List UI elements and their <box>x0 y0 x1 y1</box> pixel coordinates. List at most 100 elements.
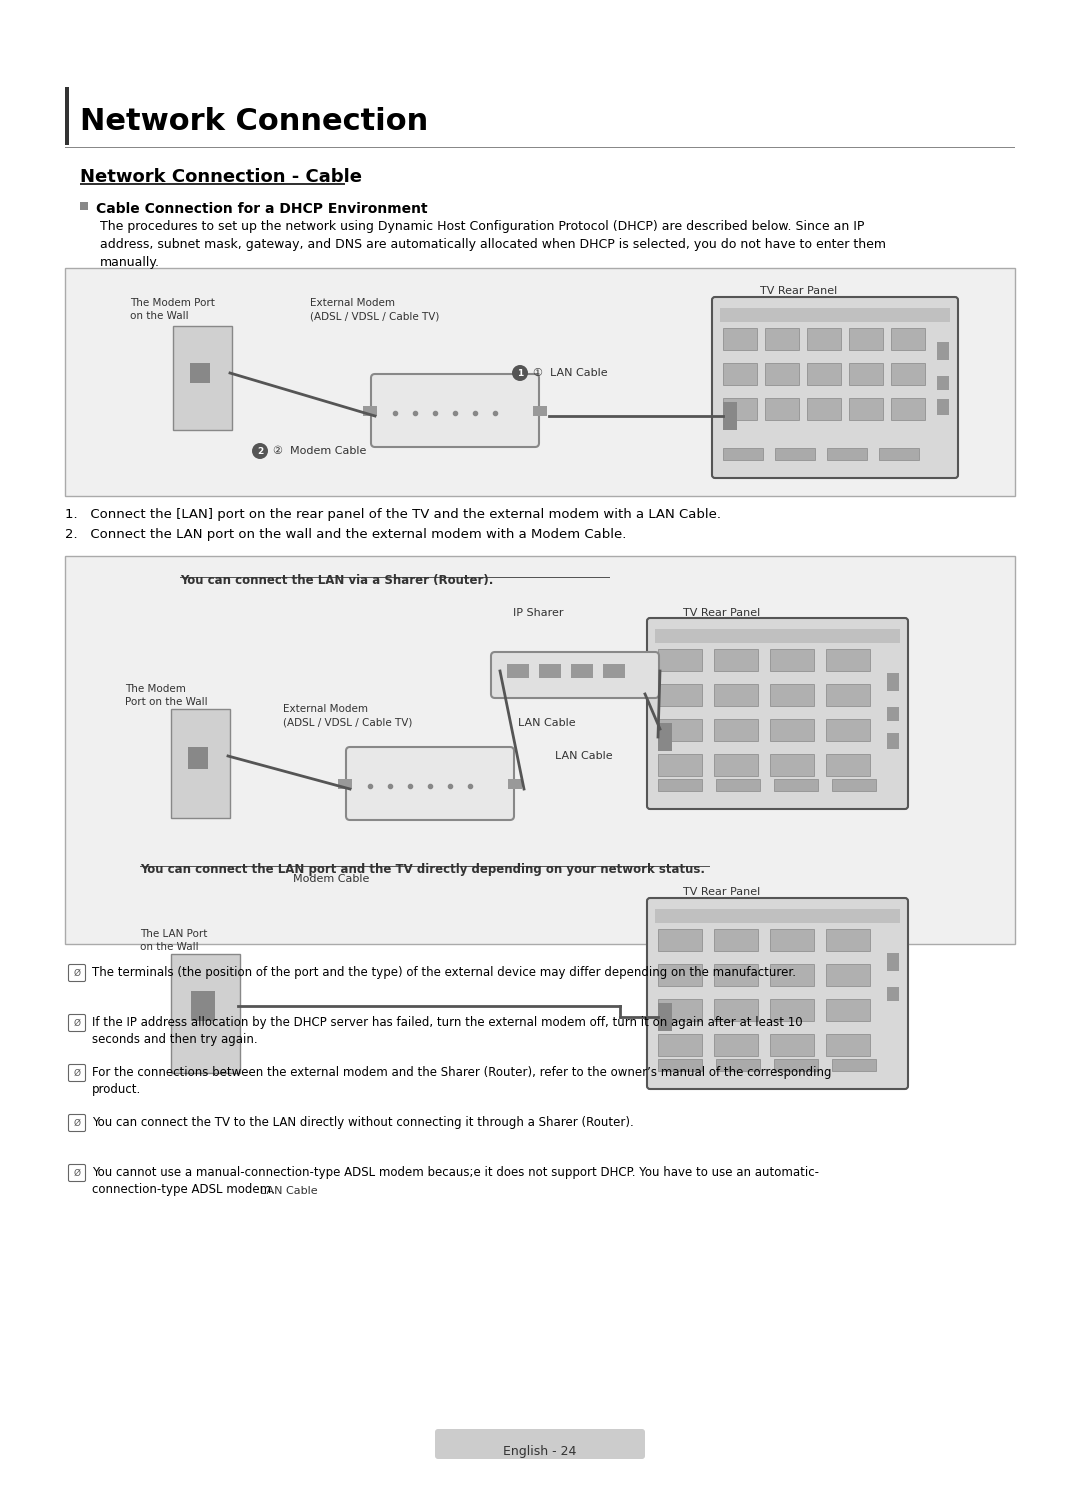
Bar <box>887 952 899 972</box>
Bar <box>658 1059 702 1071</box>
Text: You cannot use a manual-connection-type ADSL modem becaus;e it does not support : You cannot use a manual-connection-type … <box>92 1167 819 1196</box>
Text: For the connections between the external modem and the Sharer (Router), refer to: For the connections between the external… <box>92 1065 832 1097</box>
Text: Ø: Ø <box>73 1119 81 1128</box>
Bar <box>774 780 818 792</box>
Bar <box>658 649 702 671</box>
Text: The Modem Port
on the Wall: The Modem Port on the Wall <box>130 298 215 321</box>
Bar <box>887 987 899 1001</box>
Bar <box>534 406 546 417</box>
Text: Ø: Ø <box>73 1168 81 1177</box>
Bar <box>807 327 841 350</box>
Bar <box>338 780 352 789</box>
Text: 2.   Connect the LAN port on the wall and the external modem with a Modem Cable.: 2. Connect the LAN port on the wall and … <box>65 528 626 542</box>
Bar <box>191 991 215 1021</box>
Bar <box>774 1059 818 1071</box>
Bar <box>603 664 625 679</box>
Bar <box>714 1034 758 1056</box>
FancyBboxPatch shape <box>346 747 514 820</box>
Bar <box>765 363 799 385</box>
Bar <box>658 1003 672 1031</box>
FancyBboxPatch shape <box>171 708 230 818</box>
Text: The LAN Port
on the Wall: The LAN Port on the Wall <box>140 929 207 952</box>
Bar <box>714 929 758 951</box>
Bar <box>716 780 760 792</box>
Text: Ø: Ø <box>73 1018 81 1028</box>
FancyBboxPatch shape <box>712 298 958 478</box>
Bar <box>770 754 814 777</box>
Bar <box>765 327 799 350</box>
Bar <box>658 719 702 741</box>
Bar <box>879 448 919 460</box>
Bar <box>937 399 949 415</box>
Bar <box>807 397 841 420</box>
Text: Ø: Ø <box>73 969 81 978</box>
Text: You can connect the LAN port and the TV directly depending on your network statu: You can connect the LAN port and the TV … <box>140 863 705 876</box>
Bar <box>887 734 899 748</box>
FancyBboxPatch shape <box>647 618 908 809</box>
Text: LAN Cable: LAN Cable <box>518 719 576 728</box>
Bar <box>826 929 870 951</box>
FancyBboxPatch shape <box>68 1064 85 1082</box>
Bar <box>714 998 758 1021</box>
Text: TV Rear Panel: TV Rear Panel <box>760 286 837 296</box>
Text: External Modem
(ADSL / VDSL / Cable TV): External Modem (ADSL / VDSL / Cable TV) <box>310 298 440 321</box>
Bar <box>658 1034 702 1056</box>
Bar <box>716 1059 760 1071</box>
Bar <box>826 684 870 705</box>
Bar <box>190 363 210 382</box>
Bar <box>714 754 758 777</box>
Bar <box>723 397 757 420</box>
Bar <box>849 397 883 420</box>
FancyBboxPatch shape <box>173 326 232 430</box>
Bar <box>770 649 814 671</box>
Text: 1: 1 <box>517 369 523 378</box>
Text: You can connect the TV to the LAN directly without connecting it through a Share: You can connect the TV to the LAN direct… <box>92 1116 634 1129</box>
Bar <box>770 964 814 987</box>
Bar <box>770 929 814 951</box>
Bar <box>807 363 841 385</box>
Text: LAN Cable: LAN Cable <box>555 751 612 760</box>
FancyBboxPatch shape <box>68 1115 85 1131</box>
Bar <box>891 327 924 350</box>
FancyBboxPatch shape <box>491 652 659 698</box>
Bar <box>720 308 950 321</box>
Bar <box>539 664 561 679</box>
Text: Modem Cable: Modem Cable <box>293 873 369 884</box>
Bar <box>658 780 702 792</box>
Bar <box>775 448 815 460</box>
Bar <box>723 327 757 350</box>
Text: The Modem
Port on the Wall: The Modem Port on the Wall <box>125 684 207 707</box>
Circle shape <box>252 443 268 458</box>
Bar <box>765 397 799 420</box>
Bar <box>714 649 758 671</box>
Bar <box>80 202 87 210</box>
Text: Cable Connection for a DHCP Environment: Cable Connection for a DHCP Environment <box>96 202 428 216</box>
FancyBboxPatch shape <box>68 1165 85 1181</box>
Bar <box>363 406 377 417</box>
Bar <box>826 1034 870 1056</box>
Bar <box>826 754 870 777</box>
FancyBboxPatch shape <box>171 954 240 1073</box>
Bar <box>80 183 345 185</box>
FancyBboxPatch shape <box>68 964 85 982</box>
Text: English - 24: English - 24 <box>503 1445 577 1458</box>
Bar <box>188 747 208 769</box>
Bar <box>654 629 900 643</box>
FancyBboxPatch shape <box>68 1015 85 1031</box>
Bar <box>65 268 1015 496</box>
Bar <box>770 684 814 705</box>
Text: ①  LAN Cable: ① LAN Cable <box>534 368 608 378</box>
Bar <box>714 684 758 705</box>
Text: 1.   Connect the [LAN] port on the rear panel of the TV and the external modem w: 1. Connect the [LAN] port on the rear pa… <box>65 507 721 521</box>
Bar <box>849 363 883 385</box>
Bar <box>658 684 702 705</box>
Text: LAN Cable: LAN Cable <box>260 1186 318 1196</box>
Bar <box>508 780 522 789</box>
Bar <box>658 998 702 1021</box>
Text: You can connect the LAN via a Sharer (Router).: You can connect the LAN via a Sharer (Ro… <box>180 574 494 586</box>
Bar <box>65 86 69 144</box>
Bar <box>937 376 949 390</box>
Bar <box>571 664 593 679</box>
Bar <box>849 327 883 350</box>
Text: The terminals (the position of the port and the type) of the external device may: The terminals (the position of the port … <box>92 966 796 979</box>
